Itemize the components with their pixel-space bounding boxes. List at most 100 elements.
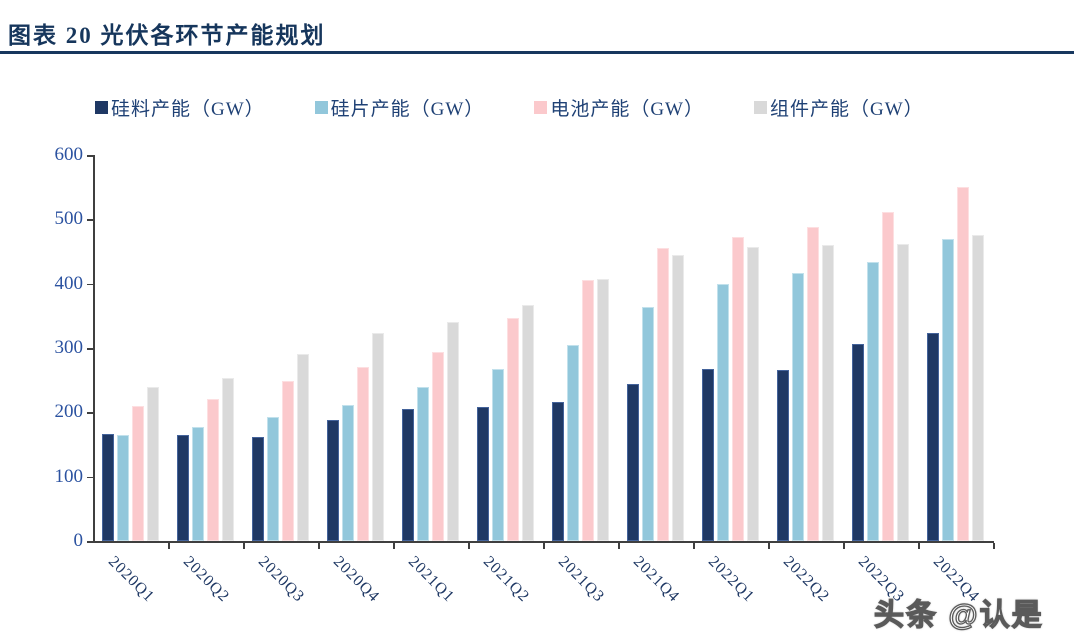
y-tick — [87, 348, 93, 350]
bar-2022Q3-series0 — [852, 344, 864, 541]
bar-2020Q2-series3 — [222, 378, 234, 541]
bar-2021Q4-series2 — [657, 248, 669, 541]
bar-2020Q4-series3 — [372, 332, 384, 541]
legend-item-0: 硅料产能（GW） — [95, 94, 265, 121]
bar-2020Q3-series3 — [297, 353, 309, 541]
y-axis — [93, 155, 95, 541]
y-tick — [87, 283, 93, 286]
bar-2021Q1-series1 — [417, 386, 429, 541]
x-tick — [168, 543, 170, 549]
x-tick — [843, 543, 845, 549]
x-tick-label: 2020Q4 — [329, 553, 383, 606]
bar-2022Q1-series3 — [747, 246, 759, 541]
bar-2020Q4-series2 — [357, 366, 369, 541]
watermark: 头条 @认是 — [873, 598, 1044, 632]
y-tick-label: 600 — [54, 144, 84, 165]
chart-title: 图表 20 光伏各环节产能规划 — [8, 23, 326, 48]
bar-2021Q4-series1 — [642, 306, 654, 541]
x-tick-label: 2021Q1 — [404, 553, 458, 606]
y-tick-label: 100 — [54, 465, 84, 487]
title-underline — [0, 51, 1074, 54]
bar-2022Q2-series2 — [807, 227, 819, 541]
bar-2022Q2-series3 — [822, 245, 834, 541]
bar-2021Q4-series3 — [672, 254, 684, 541]
bar-2022Q3-series1 — [867, 262, 879, 541]
bar-2020Q1-series2 — [132, 405, 144, 541]
legend-item-1: 硅片产能（GW） — [314, 94, 485, 121]
bar-2021Q3-series3 — [597, 278, 609, 541]
legend-item-2: 电池产能（GW） — [534, 94, 704, 121]
x-tick — [993, 543, 995, 549]
bar-2020Q2-series0 — [177, 434, 189, 541]
bar-2021Q3-series0 — [552, 402, 564, 541]
bar-2021Q1-series3 — [447, 322, 459, 541]
bar-2021Q4-series0 — [627, 384, 639, 541]
bar-2020Q1-series3 — [147, 386, 159, 541]
x-tick-label: 2020Q3 — [254, 553, 308, 606]
bar-2022Q1-series0 — [702, 369, 714, 541]
bar-2021Q1-series0 — [402, 409, 414, 541]
bar-2022Q4-series2 — [957, 187, 969, 541]
bar-2020Q4-series0 — [327, 420, 339, 541]
x-tick-label: 2020Q1 — [104, 553, 158, 606]
y-tick-label: 0 — [73, 530, 84, 551]
y-tick-label: 400 — [54, 272, 84, 294]
x-tick — [918, 543, 920, 549]
y-tick — [87, 219, 93, 221]
bar-2020Q2-series1 — [192, 427, 204, 541]
x-tick-label: 2020Q2 — [179, 553, 233, 606]
x-tick-label: 2021Q2 — [479, 553, 533, 606]
x-tick — [693, 543, 695, 549]
legend-swatch-icon — [534, 101, 548, 114]
bar-2022Q3-series2 — [882, 211, 894, 541]
x-tick — [543, 543, 545, 549]
y-tick-label: 300 — [54, 337, 84, 358]
legend-item-3: 组件产能（GW） — [753, 94, 924, 121]
bar-2022Q3-series3 — [897, 243, 909, 541]
x-tick — [318, 543, 320, 549]
y-tick-label: 200 — [54, 401, 84, 423]
y-tick — [87, 412, 93, 414]
bar-2020Q2-series2 — [207, 399, 219, 541]
x-tick-label: 2022Q2 — [779, 553, 833, 606]
bar-2022Q2-series1 — [792, 273, 804, 541]
x-tick — [243, 543, 245, 549]
bar-2020Q1-series1 — [117, 435, 129, 541]
x-tick — [393, 543, 395, 549]
bar-2020Q3-series0 — [252, 437, 264, 541]
y-tick-label: 500 — [54, 208, 84, 230]
y-tick — [87, 476, 93, 479]
legend-label: 硅料产能（GW） — [111, 99, 265, 120]
legend-label: 电池产能（GW） — [550, 99, 704, 120]
legend-swatch-icon — [95, 101, 108, 114]
bar-2020Q3-series1 — [267, 416, 279, 541]
bar-2020Q3-series2 — [282, 381, 294, 541]
x-tick — [618, 543, 620, 549]
bar-2022Q2-series0 — [777, 369, 789, 541]
bar-2020Q1-series0 — [102, 433, 114, 541]
bar-2021Q1-series2 — [432, 351, 444, 541]
legend-label: 硅片产能（GW） — [330, 99, 485, 120]
bar-2021Q2-series2 — [507, 318, 519, 541]
x-tick — [468, 543, 470, 549]
bar-2021Q3-series1 — [567, 345, 579, 541]
bar-2022Q1-series2 — [732, 237, 744, 541]
bar-2022Q4-series1 — [942, 238, 954, 541]
x-tick — [768, 543, 770, 549]
legend-swatch-icon — [314, 101, 328, 114]
chart-legend: 硅料产能（GW） 硅片产能（GW） 电池产能（GW） 组件产能（GW） — [95, 94, 924, 121]
x-tick-label: 2022Q1 — [704, 553, 758, 606]
legend-label: 组件产能（GW） — [769, 99, 924, 120]
x-tick-label: 2021Q4 — [629, 553, 683, 606]
bar-2021Q2-series1 — [492, 368, 504, 541]
bar-2020Q4-series1 — [342, 404, 354, 541]
x-tick-label: 2021Q3 — [554, 553, 608, 606]
bar-2022Q1-series1 — [717, 283, 729, 541]
bar-2021Q2-series3 — [522, 304, 534, 541]
bar-2022Q4-series3 — [972, 234, 984, 541]
y-tick — [87, 155, 93, 157]
bar-2022Q4-series0 — [927, 333, 939, 541]
bar-2021Q2-series0 — [477, 407, 489, 541]
